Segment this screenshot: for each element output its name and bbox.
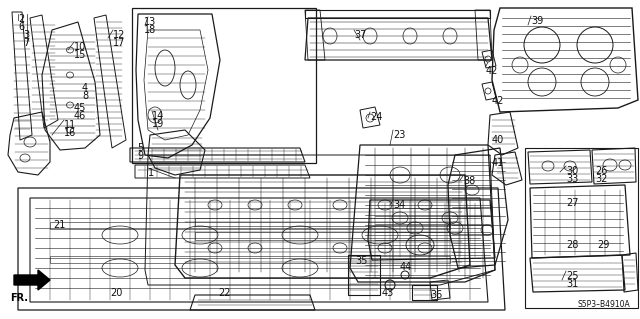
Text: 19: 19: [152, 119, 164, 129]
Text: 37: 37: [354, 30, 366, 40]
Text: 41: 41: [492, 158, 504, 168]
Text: 39: 39: [531, 16, 543, 26]
Text: 40: 40: [492, 135, 504, 145]
Text: 22: 22: [218, 288, 230, 298]
Bar: [305, 10, 490, 18]
Text: 12: 12: [113, 30, 125, 40]
Text: 8: 8: [82, 91, 88, 101]
Bar: [50, 256, 450, 263]
Text: 38: 38: [463, 176, 476, 186]
Text: 4: 4: [82, 83, 88, 93]
Text: S5P3–B4910A: S5P3–B4910A: [578, 300, 631, 309]
Text: 42: 42: [492, 96, 504, 106]
Text: 35: 35: [355, 256, 367, 266]
Text: 34: 34: [393, 200, 405, 210]
Text: 2: 2: [18, 14, 24, 24]
Text: 44: 44: [400, 262, 412, 272]
Text: 26: 26: [595, 166, 607, 176]
Bar: [132, 8, 316, 163]
Text: 25: 25: [566, 271, 579, 281]
Text: 23: 23: [393, 130, 405, 140]
Text: 32: 32: [595, 174, 607, 184]
Text: 27: 27: [566, 198, 579, 208]
Text: 36: 36: [430, 290, 442, 300]
Text: 28: 28: [566, 240, 579, 250]
Text: 6: 6: [18, 22, 24, 32]
Text: 17: 17: [113, 38, 125, 48]
Text: 11: 11: [64, 120, 76, 130]
Text: 14: 14: [152, 111, 164, 121]
Text: 13: 13: [144, 17, 156, 27]
Text: 33: 33: [566, 174, 579, 184]
Text: 3: 3: [23, 30, 29, 40]
Text: 21: 21: [53, 220, 65, 230]
Text: 29: 29: [597, 240, 609, 250]
Text: 24: 24: [370, 112, 382, 122]
Bar: [50, 222, 450, 229]
Text: 30: 30: [566, 166, 579, 176]
Text: 18: 18: [144, 25, 156, 35]
Text: 1: 1: [148, 168, 154, 178]
Text: 42: 42: [486, 66, 499, 76]
Bar: [412, 285, 437, 300]
Text: 20: 20: [110, 288, 122, 298]
Text: 7: 7: [23, 38, 29, 48]
Text: 46: 46: [74, 111, 86, 121]
Text: 16: 16: [64, 128, 76, 138]
Text: 15: 15: [74, 50, 86, 60]
Text: 43: 43: [382, 288, 394, 298]
Text: 5: 5: [137, 143, 143, 153]
Text: 31: 31: [566, 279, 579, 289]
Text: 9: 9: [137, 151, 143, 161]
Text: FR.: FR.: [10, 293, 28, 303]
Bar: [348, 255, 380, 295]
Text: 10: 10: [74, 42, 86, 52]
Polygon shape: [14, 270, 50, 290]
Text: 45: 45: [74, 103, 86, 113]
